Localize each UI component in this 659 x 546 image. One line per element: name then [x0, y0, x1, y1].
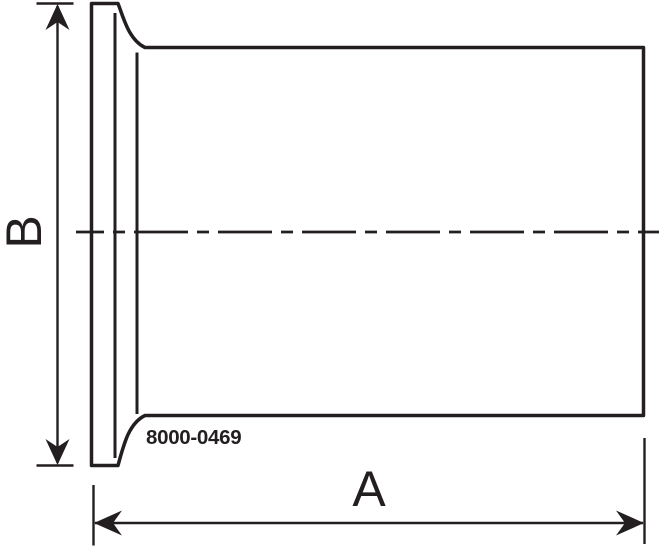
dim-b-arrow-down-icon	[45, 439, 70, 465]
part-number: 8000-0469	[146, 426, 241, 449]
dim-a-arrow-left-icon	[94, 510, 122, 536]
dim-a-label: A	[352, 461, 386, 517]
dim-a-arrow-right-icon	[616, 510, 644, 536]
dimension-b: B	[0, 2, 74, 467]
part-view: 8000-0469	[76, 1, 659, 468]
dimension-a: A	[92, 438, 646, 546]
ferrule-outline	[89, 1, 646, 468]
dim-b-label: B	[0, 215, 52, 248]
dim-b-arrow-up-icon	[45, 4, 70, 30]
